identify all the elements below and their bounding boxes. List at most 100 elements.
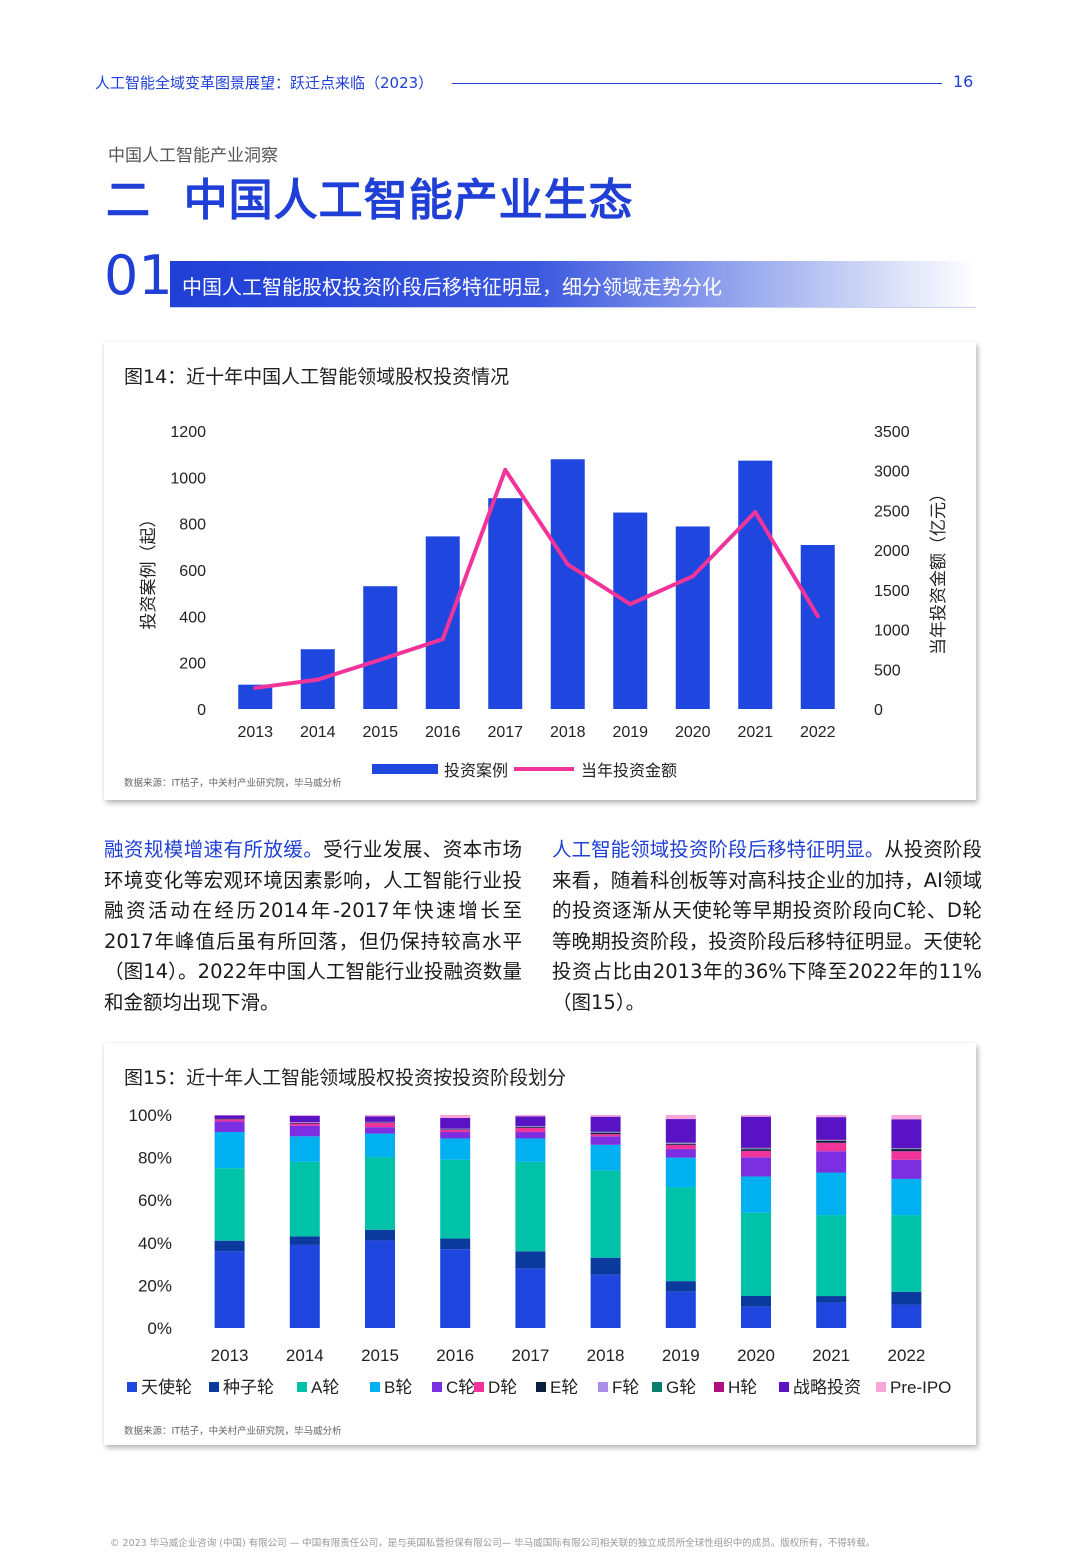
point-当年投资金额-2018 xyxy=(565,562,570,567)
right-axis-tick: 2000 xyxy=(874,543,910,560)
point-当年投资金额-2013 xyxy=(253,685,258,690)
right-axis-tick: 2500 xyxy=(874,503,910,520)
x-axis-tick: 2013 xyxy=(237,724,273,741)
bar-战略投资-2022 xyxy=(891,1119,922,1149)
bar-天使轮-2018 xyxy=(590,1274,621,1328)
bar-E轮-2021 xyxy=(816,1140,847,1143)
x-axis-tick: 2014 xyxy=(300,724,336,741)
bar-A轮-2015 xyxy=(365,1157,395,1230)
bar-D轮-2019 xyxy=(665,1144,696,1150)
bar-F轮-2019 xyxy=(665,1143,696,1144)
subsection-title: 中国人工智能股权投资阶段后移特征明显，细分领域走势分化 xyxy=(182,275,722,299)
bar-投资案例-2020 xyxy=(675,526,710,709)
bar-战略投资-2016 xyxy=(440,1117,471,1129)
legend-swatch-F轮 xyxy=(598,1382,608,1392)
right-axis-tick: 500 xyxy=(874,662,901,679)
bar-C轮-2014 xyxy=(289,1125,320,1137)
point-当年投资金额-2016 xyxy=(440,637,445,642)
bar-D轮-2021 xyxy=(816,1142,847,1152)
bar-C轮-2019 xyxy=(665,1149,696,1158)
figure14-chart: 0 200 400 600 800 1000 1200 0 500 1000 1500 2000 250… xyxy=(139,424,948,780)
bar-天使轮-2017 xyxy=(515,1268,546,1328)
bar-战略投资-2021 xyxy=(816,1117,847,1140)
right-axis-tick: 0 xyxy=(874,702,883,719)
x-axis-tick: 2022 xyxy=(887,1346,925,1365)
x-axis-tick: 2018 xyxy=(550,724,586,741)
legend-swatch-bar xyxy=(372,764,438,774)
bar-D轮-2016 xyxy=(440,1129,471,1133)
bar-投资案例-2017 xyxy=(488,498,523,709)
y-axis-tick: 20% xyxy=(138,1276,172,1295)
section-subtitle: 中国人工智能产业洞察 xyxy=(108,146,278,166)
bar-天使轮-2014 xyxy=(289,1244,320,1328)
subsection-banner: 中国人工智能股权投资阶段后移特征明显，细分领域走势分化 xyxy=(170,261,976,307)
figure15-source: 数据来源：IT桔子，中关村产业研究院，毕马威分析 xyxy=(124,1426,342,1437)
bar-战略投资-2018 xyxy=(590,1116,621,1132)
bar-E轮-2014 xyxy=(289,1122,320,1124)
legend-swatch-天使轮 xyxy=(127,1382,137,1392)
bar-D轮-2013 xyxy=(214,1119,245,1122)
bar-Pre-IPO-2022 xyxy=(891,1115,922,1120)
paragraph-right: 人工智能领域投资阶段后移特征明显。从投资阶段来看，随着科创板等对高科技企业的加持… xyxy=(552,835,982,1018)
bar-投资案例-2015 xyxy=(363,586,398,709)
bar-A轮-2021 xyxy=(816,1215,847,1297)
bar-Pre-IPO-2015 xyxy=(365,1115,395,1117)
bar-Pre-IPO-2016 xyxy=(440,1115,471,1118)
bar-种子轮-2019 xyxy=(665,1281,696,1292)
bar-B轮-2019 xyxy=(665,1157,696,1188)
bar-C轮-2016 xyxy=(440,1132,471,1139)
point-当年投资金额-2014 xyxy=(315,677,320,682)
bar-种子轮-2017 xyxy=(515,1251,546,1269)
x-axis-tick: 2021 xyxy=(812,1346,850,1365)
legend-label-Pre-IPO: Pre-IPO xyxy=(890,1378,951,1397)
bar-D轮-2018 xyxy=(590,1134,621,1137)
bar-B轮-2020 xyxy=(741,1176,771,1213)
x-axis-tick: 2022 xyxy=(800,724,836,741)
left-axis-tick: 200 xyxy=(179,656,206,673)
legend-label-战略投资: 战略投资 xyxy=(793,1378,861,1397)
bar-Pre-IPO-2019 xyxy=(665,1115,696,1120)
point-当年投资金额-2021 xyxy=(753,510,758,515)
bar-A轮-2016 xyxy=(440,1159,471,1239)
bar-E轮-2016 xyxy=(440,1129,471,1130)
bar-C轮-2015 xyxy=(365,1127,395,1134)
legend-swatch-C轮 xyxy=(432,1382,442,1392)
right-axis-tick: 3000 xyxy=(874,464,910,481)
left-axis-tick: 800 xyxy=(179,517,206,534)
right-axis-tick: 1500 xyxy=(874,583,910,600)
right-axis-tick: 1000 xyxy=(874,623,910,640)
legend-label-H轮: H轮 xyxy=(728,1378,757,1397)
header-rule xyxy=(452,83,942,84)
legend-swatch-Pre-IPO xyxy=(876,1382,886,1392)
legend-swatch-B轮 xyxy=(370,1382,380,1392)
footer-copyright: © 2023 毕马威企业咨询 (中国) 有限公司 — 中国有限责任公司，是与英国… xyxy=(110,1538,876,1549)
bar-投资案例-2018 xyxy=(550,459,585,709)
left-axis-tick: 1000 xyxy=(170,470,206,487)
bar-A轮-2018 xyxy=(590,1170,621,1258)
legend-swatch-G轮 xyxy=(652,1382,662,1392)
bar-F轮-2017 xyxy=(515,1126,546,1127)
paragraph-left-body: 受行业发展、资本市场环境变化等宏观环境因素影响，人工智能行业投融资活动在经历20… xyxy=(104,838,522,1014)
y-axis-tick: 40% xyxy=(138,1234,172,1253)
bar-天使轮-2022 xyxy=(891,1304,922,1328)
bar-种子轮-2020 xyxy=(741,1295,771,1307)
bar-天使轮-2019 xyxy=(665,1291,696,1328)
point-当年投资金额-2020 xyxy=(690,574,695,579)
bar-C轮-2020 xyxy=(741,1157,771,1177)
figure15-title: 图15：近十年人工智能领域股权投资按投资阶段划分 xyxy=(124,1067,567,1089)
header-title: 人工智能全域变革图景展望：跃迁点来临（2023） xyxy=(95,74,434,92)
bar-A轮-2017 xyxy=(515,1161,546,1252)
bar-种子轮-2015 xyxy=(365,1229,395,1241)
bar-Pre-IPO-2017 xyxy=(515,1115,546,1117)
x-axis-tick: 2017 xyxy=(511,1346,549,1365)
x-axis-tick: 2019 xyxy=(662,1346,700,1365)
y-axis-tick: 60% xyxy=(138,1191,172,1210)
bar-B轮-2021 xyxy=(816,1172,847,1216)
bar-战略投资-2015 xyxy=(365,1116,395,1122)
bar-D轮-2020 xyxy=(741,1150,771,1158)
bar-战略投资-2014 xyxy=(289,1115,320,1123)
legend-label-bar: 投资案例 xyxy=(444,762,508,780)
figure14-title: 图14：近十年中国人工智能领域股权投资情况 xyxy=(124,366,510,388)
bar-C轮-2022 xyxy=(891,1159,922,1179)
bar-种子轮-2013 xyxy=(214,1240,245,1252)
